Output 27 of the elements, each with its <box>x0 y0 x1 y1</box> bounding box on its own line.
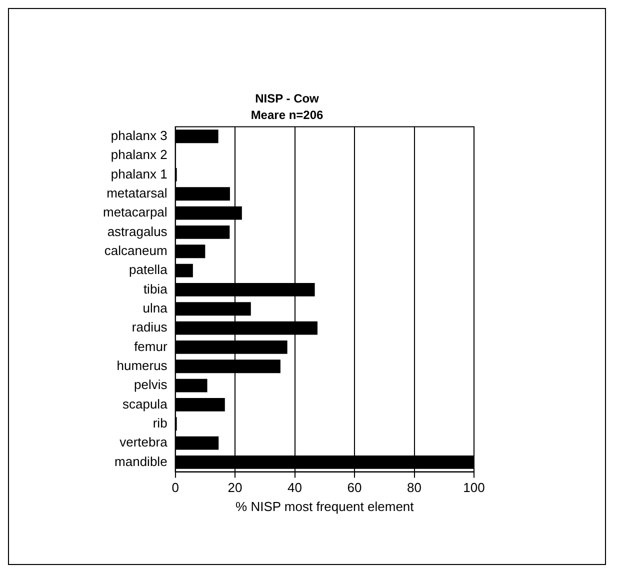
y-tick-label: phalanx 2 <box>110 147 168 162</box>
y-tick-label: pelvis <box>134 377 168 392</box>
y-tick-label: phalanx 1 <box>110 166 168 182</box>
y-tick-label: radius <box>132 320 168 335</box>
x-tick-label: 40 <box>288 480 302 496</box>
y-tick-label: mandible <box>114 454 168 469</box>
y-tick-label: astragalus <box>107 224 168 239</box>
y-tick-label: metatarsal <box>106 185 168 200</box>
chart-subtitle: Meare n=206 <box>250 108 324 122</box>
chart-title: NISP - Cow <box>255 92 320 106</box>
y-tick-label: phalanx 3 <box>110 128 168 143</box>
y-tick-label: rib <box>152 415 168 430</box>
y-tick-label: metacarpal <box>102 204 168 220</box>
y-tick-label: humerus <box>116 358 168 373</box>
x-tick-label: 20 <box>228 480 242 496</box>
y-tick-label: calcaneum <box>104 242 168 258</box>
x-axis-title: % NISP most frequent element <box>236 498 414 514</box>
y-tick-label: tibia <box>143 281 168 296</box>
y-tick-label: vertebra <box>120 434 168 450</box>
y-tick-label: patella <box>128 262 168 278</box>
y-tick-label: femur <box>134 338 168 354</box>
x-tick-label: 80 <box>407 480 422 496</box>
y-tick-label: scapula <box>122 396 168 412</box>
y-tick-label: ulna <box>142 300 168 316</box>
x-tick-label: 60 <box>347 480 362 496</box>
x-tick-label: 0 <box>172 480 179 496</box>
x-tick-label: 100 <box>463 480 485 496</box>
